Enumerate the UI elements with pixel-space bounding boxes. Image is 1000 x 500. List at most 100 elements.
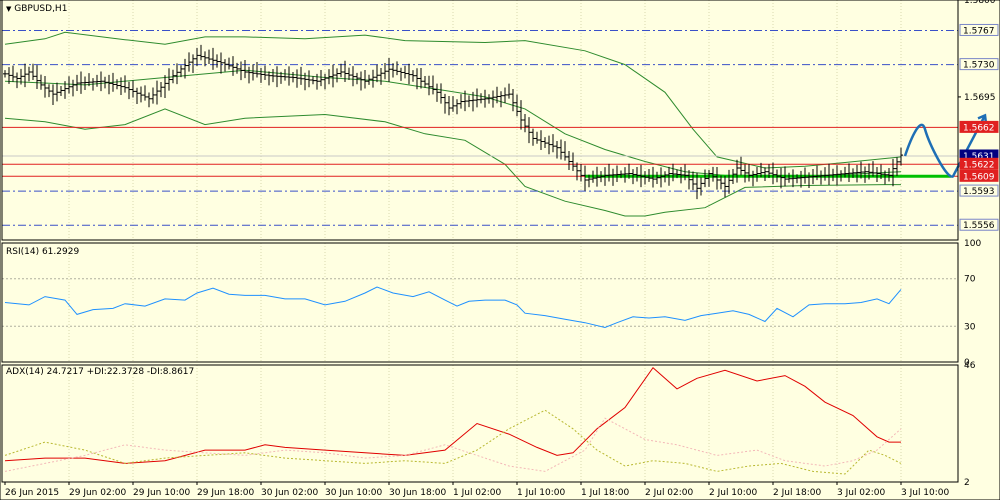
bollinger-layer xyxy=(4,31,902,217)
price-bar xyxy=(803,167,807,184)
price-bar xyxy=(599,171,603,183)
price-bar xyxy=(707,169,711,187)
price-bar xyxy=(399,67,403,81)
price-bar xyxy=(523,114,527,133)
price-bar xyxy=(891,158,895,187)
price-bar xyxy=(119,77,123,96)
price-bar xyxy=(723,175,727,198)
price-bar xyxy=(371,69,375,88)
price-bar xyxy=(831,168,835,182)
price-bar xyxy=(299,66,303,85)
minus-di-line xyxy=(4,409,902,475)
price-bar xyxy=(367,74,371,85)
price-tag: 1.5593 xyxy=(959,184,999,197)
price-axis-label: 1.5800 xyxy=(964,0,996,6)
price-bar xyxy=(571,152,575,172)
price-bar xyxy=(715,167,719,190)
price-bar xyxy=(199,44,203,61)
rsi-panel-frame xyxy=(1,242,959,363)
price-bar xyxy=(151,87,155,104)
rsi-axis-label: 70 xyxy=(964,275,976,285)
price-bar xyxy=(131,80,135,98)
price-bar xyxy=(475,88,479,108)
price-tag-box xyxy=(959,157,999,170)
price-bar xyxy=(663,171,667,183)
rsi-layer xyxy=(2,278,958,329)
time-axis-label: 2 Jul 02:00 xyxy=(645,488,694,498)
time-axis-label: 30 Jun 02:00 xyxy=(261,488,318,498)
price-bar xyxy=(791,169,795,188)
price-bar xyxy=(579,164,583,182)
price-bar xyxy=(171,69,175,84)
price-bar xyxy=(275,66,279,88)
time-axis-label: 30 Jun 10:00 xyxy=(325,488,382,498)
price-bar xyxy=(843,166,847,178)
price-bar xyxy=(563,141,567,161)
price-bar xyxy=(71,79,75,97)
price-bar xyxy=(231,56,235,76)
price-bar xyxy=(775,169,779,183)
price-bar xyxy=(443,93,447,114)
price-bar xyxy=(363,69,367,89)
price-bar xyxy=(383,63,387,80)
time-axis-label: 29 Jun 10:00 xyxy=(133,488,190,498)
price-bar xyxy=(787,172,791,183)
price-bar xyxy=(463,90,467,112)
price-bar xyxy=(55,82,59,102)
price-bar xyxy=(263,65,267,80)
price-bar xyxy=(279,71,283,84)
price-bar xyxy=(35,65,39,90)
price-bar xyxy=(583,165,587,191)
price-bar xyxy=(235,62,239,74)
price-bar xyxy=(287,66,291,86)
time-axis-label: 1 Jul 02:00 xyxy=(453,488,502,498)
price-bar xyxy=(255,61,259,78)
price-bar xyxy=(623,167,627,183)
price-bar xyxy=(215,54,219,68)
time-axis-label: 26 Jun 2015 xyxy=(5,488,59,498)
price-bar xyxy=(91,78,95,91)
price-bar xyxy=(751,170,755,187)
price-bar xyxy=(43,75,47,98)
price-bar xyxy=(375,64,379,83)
price-bar xyxy=(419,67,423,89)
price-bar xyxy=(167,68,171,91)
symbol-label: ▼ GBPUSD,H1 xyxy=(6,4,68,14)
dropdown-triangle-icon[interactable]: ▼ xyxy=(6,5,12,13)
rsi-axis-label: 30 xyxy=(964,322,976,332)
price-bar xyxy=(3,70,7,78)
price-bar xyxy=(875,166,879,182)
price-bar xyxy=(695,172,699,200)
price-bar xyxy=(183,58,187,79)
time-axis-label: 1 Jul 10:00 xyxy=(517,488,566,498)
price-bar xyxy=(343,60,347,82)
price-bar xyxy=(339,63,343,78)
price-bar xyxy=(491,90,495,108)
price-tag: 1.5767 xyxy=(959,23,999,36)
price-tag-label: 1.5767 xyxy=(963,26,995,36)
price-bar xyxy=(479,93,483,104)
price-bar xyxy=(155,80,159,105)
price-bar xyxy=(611,168,615,186)
price-bar xyxy=(863,166,867,183)
price-bar xyxy=(271,68,275,83)
price-bar xyxy=(671,163,675,182)
price-bar xyxy=(731,168,735,184)
price-bar xyxy=(243,59,247,79)
price-bar xyxy=(603,167,607,186)
price-bar xyxy=(807,172,811,189)
price-bar xyxy=(115,79,119,90)
price-bar xyxy=(159,82,163,98)
price-bar xyxy=(655,171,659,184)
price-bar xyxy=(295,69,299,88)
price-bar xyxy=(435,83,439,102)
time-axis-label: 3 Jul 02:00 xyxy=(837,488,886,498)
price-bar xyxy=(575,162,579,181)
time-axis-label: 3 Jul 10:00 xyxy=(901,488,950,498)
price-bar xyxy=(191,54,195,73)
price-bar xyxy=(347,67,351,80)
price-bar xyxy=(507,83,511,99)
time-axis-label: 1 Jul 18:00 xyxy=(581,488,630,498)
price-bar xyxy=(163,75,167,99)
